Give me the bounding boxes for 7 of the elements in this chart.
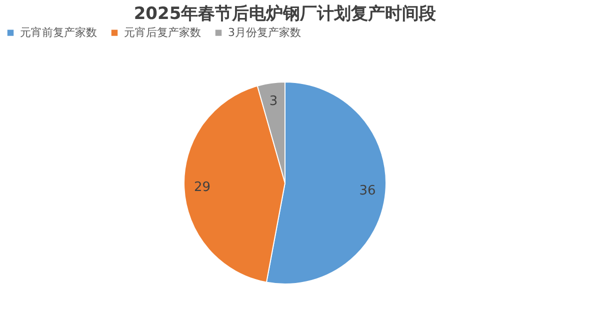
data-label: 36 — [359, 184, 376, 199]
chart-title: 2025年春节后电炉钢厂计划复产时间段 — [134, 4, 438, 24]
data-label: 3 — [269, 94, 278, 109]
data-label: 29 — [194, 180, 211, 195]
legend-label: 元宵前复产家数 — [20, 26, 97, 39]
legend-label: 元宵后复产家数 — [124, 26, 201, 39]
legend-label: 3月份复产家数 — [228, 26, 301, 39]
